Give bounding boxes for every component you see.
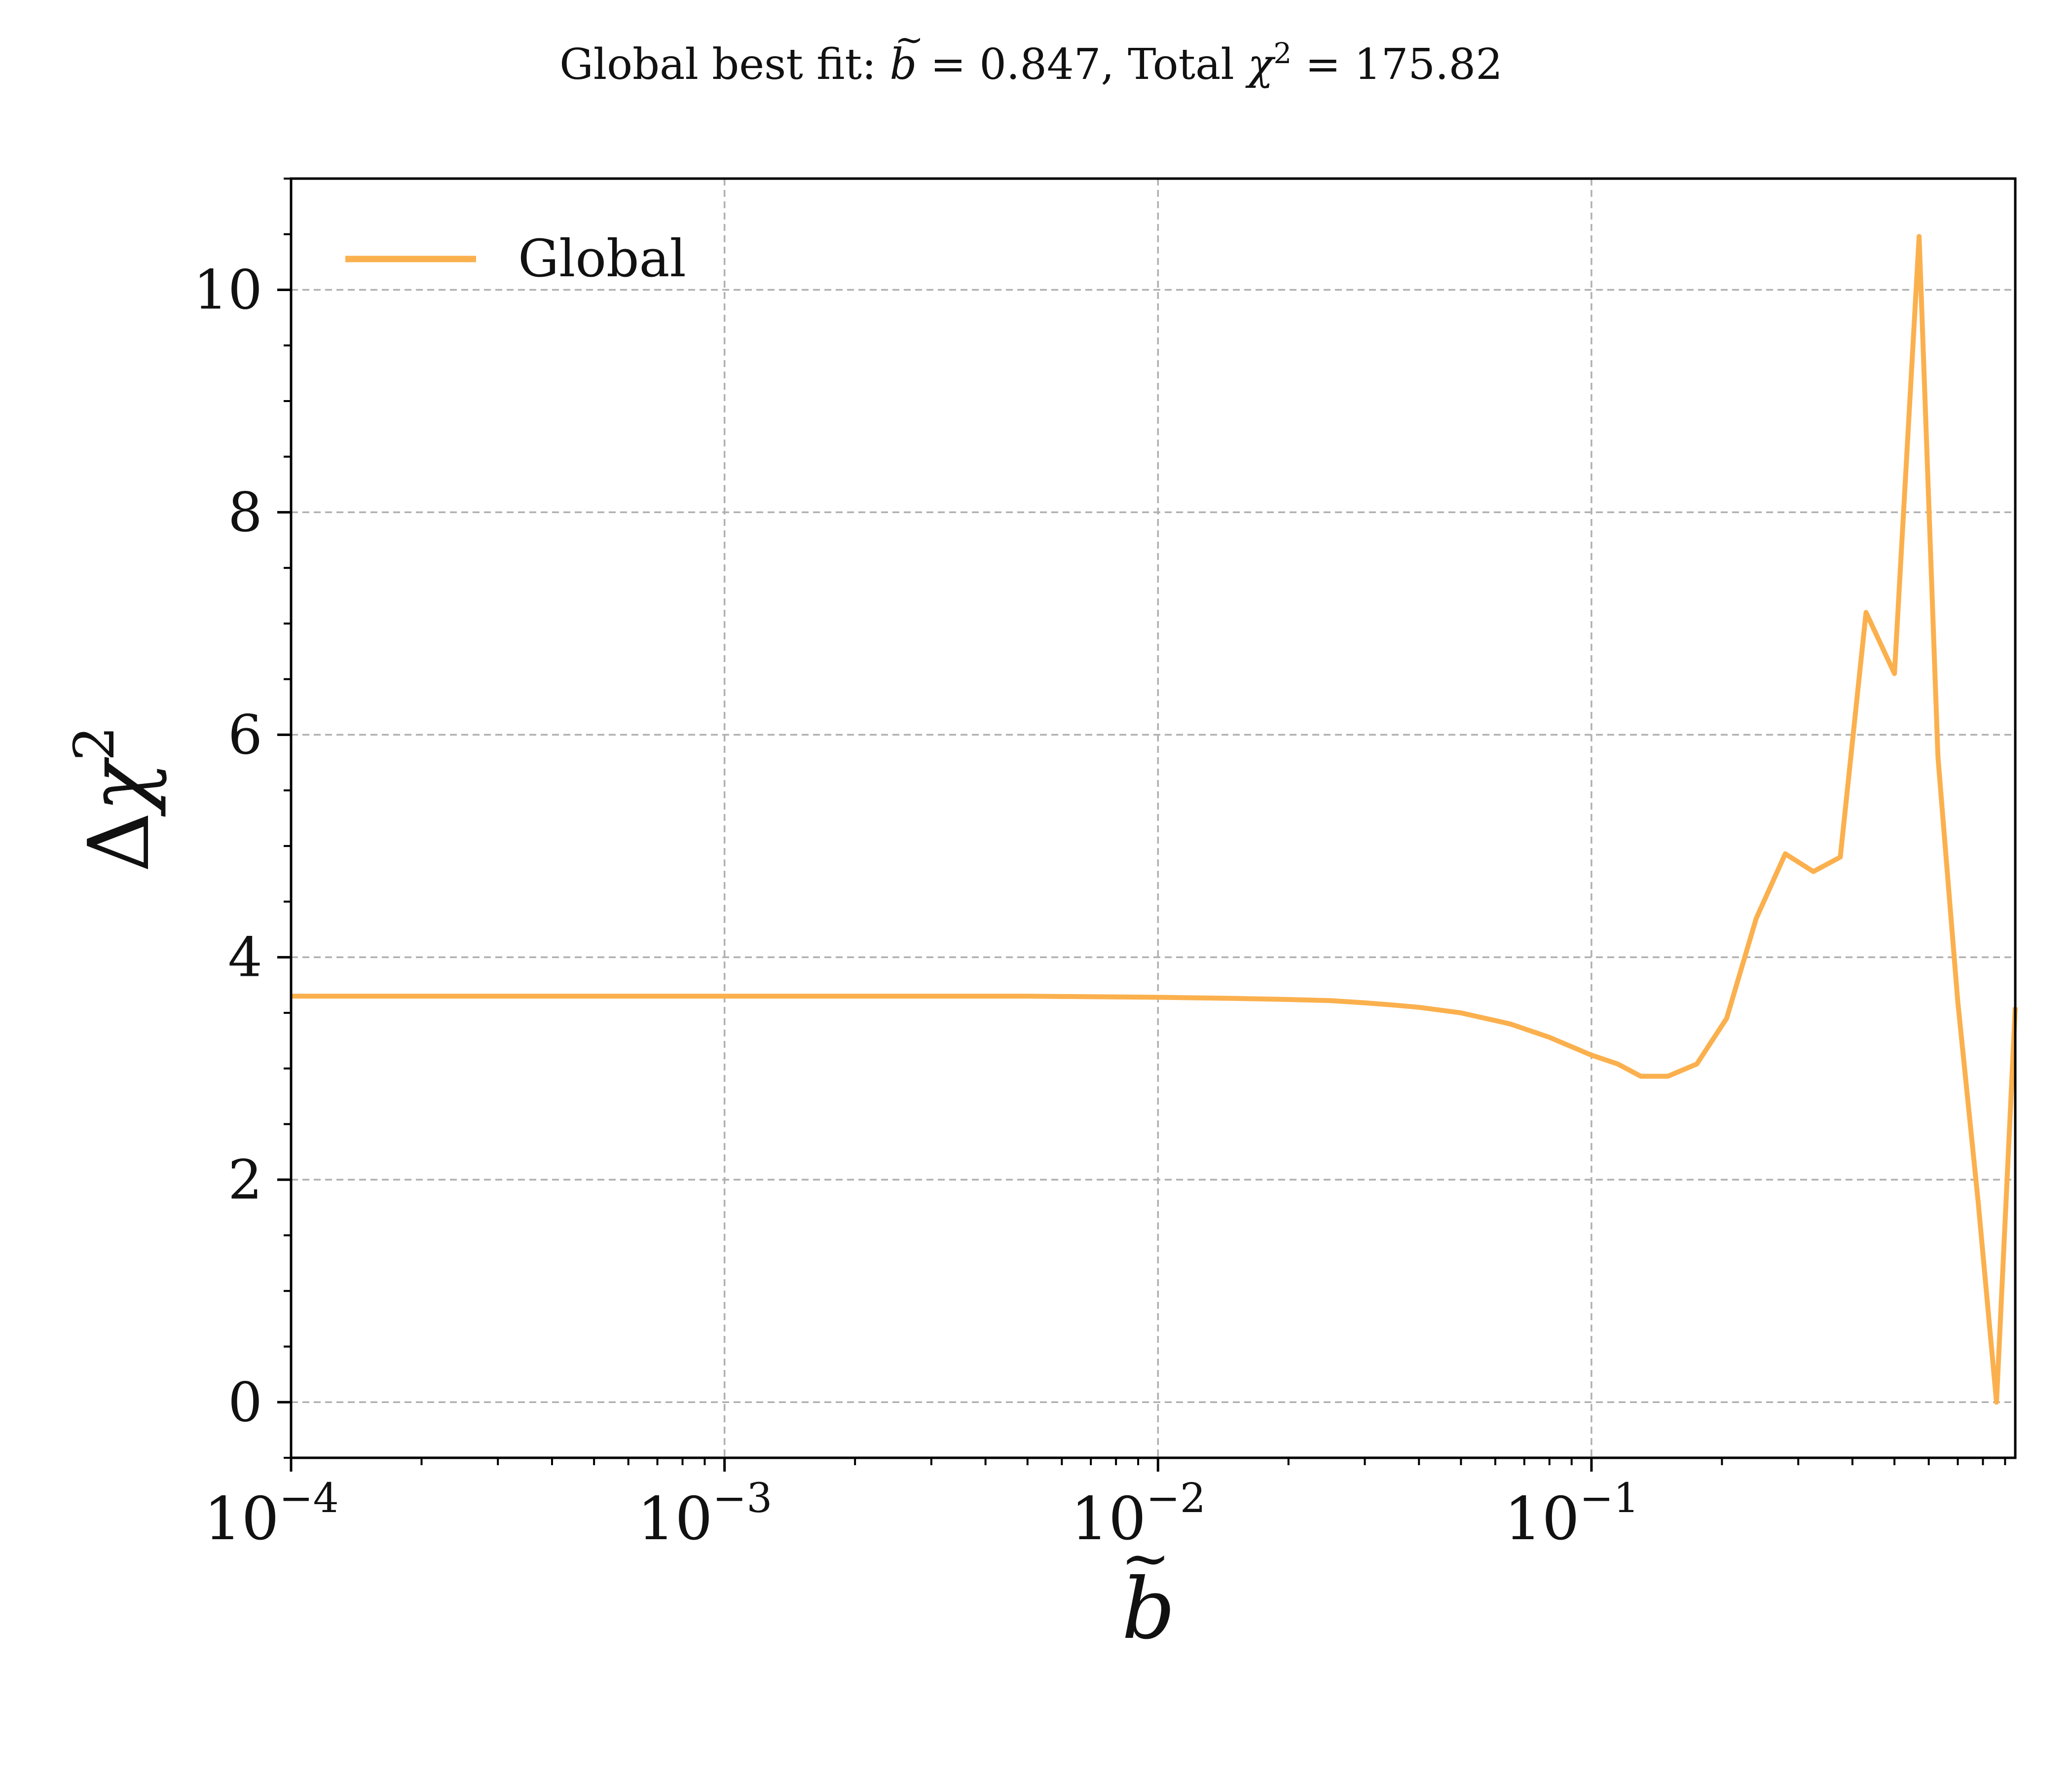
y-label-exp: 2 bbox=[63, 726, 127, 761]
x-tick-base: 10 bbox=[1504, 1485, 1580, 1554]
x-axis-ticks: 10−4 10−3 10−2 10−1 bbox=[204, 1458, 2006, 1554]
x-tick-label-3: 10−1 bbox=[1504, 1475, 1639, 1554]
x-tick-label-2: 10−2 bbox=[1071, 1475, 1206, 1554]
series-group bbox=[291, 234, 2018, 1405]
axes-frame bbox=[290, 177, 2017, 1459]
x-tick-base: 10 bbox=[1071, 1485, 1146, 1554]
x-tick-exp: −3 bbox=[713, 1475, 773, 1522]
title-prefix: Global best fit: bbox=[559, 40, 889, 89]
x-tick-label-1: 10−3 bbox=[637, 1475, 773, 1554]
title-chi-symbol: χ bbox=[1245, 40, 1276, 89]
x-tick-base: 10 bbox=[637, 1485, 713, 1554]
y-label-chi: χ bbox=[71, 757, 168, 817]
y-axis-ticks: 0 2 4 6 8 10 bbox=[193, 178, 291, 1459]
legend-label-global: Global bbox=[518, 228, 686, 289]
x-label-tilde: ~ bbox=[1121, 1524, 1171, 1593]
title-chi-exp: 2 bbox=[1273, 37, 1292, 70]
title-b-symbol: b bbox=[889, 40, 917, 89]
grid-lines bbox=[291, 179, 2015, 1458]
x-tick-exp: −1 bbox=[1580, 1475, 1639, 1522]
x-tick-exp: −4 bbox=[279, 1475, 339, 1522]
y-label-delta: Δ bbox=[71, 812, 168, 873]
x-axis-label: b bbox=[1122, 1560, 1176, 1658]
y-tick-label-2: 2 bbox=[228, 1148, 262, 1211]
chart-title: Global best fit: b = 0.847, Total χ2 = 1… bbox=[559, 37, 1503, 89]
x-tick-label-0: 10−4 bbox=[204, 1475, 339, 1554]
legend: Global bbox=[345, 228, 686, 289]
title-b-tilde: ~ bbox=[895, 19, 924, 60]
y-tick-label-6: 6 bbox=[228, 703, 262, 766]
title-chi-value: = 175.82 bbox=[1292, 40, 1503, 89]
series-line-global bbox=[291, 234, 2018, 1405]
y-tick-label-0: 0 bbox=[228, 1370, 262, 1434]
x-tick-exp: −2 bbox=[1146, 1475, 1206, 1522]
y-tick-label-8: 8 bbox=[228, 481, 262, 544]
y-tick-label-4: 4 bbox=[228, 925, 262, 989]
title-b-value: = 0.847, Total bbox=[917, 40, 1248, 89]
y-tick-label-10: 10 bbox=[193, 258, 262, 321]
y-axis-label: Δχ2 bbox=[63, 726, 168, 872]
x-tick-base: 10 bbox=[204, 1485, 279, 1554]
